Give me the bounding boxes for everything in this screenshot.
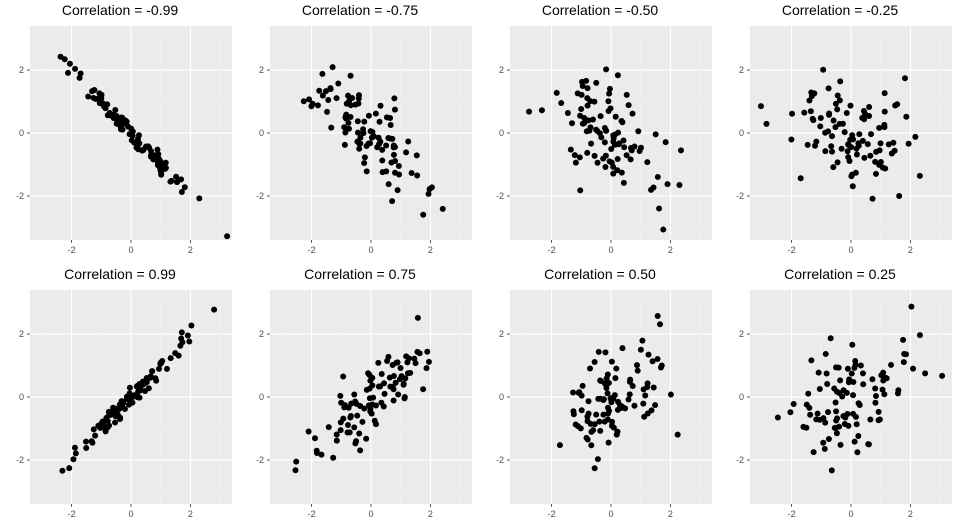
x-tick-label: 2: [908, 509, 913, 519]
y-tick-label: 0: [19, 128, 24, 138]
scatter-plot: -2 0 2 -2 0 2: [0, 264, 240, 528]
y-tick-label: -2: [736, 455, 744, 465]
x-tick-label: 2: [188, 509, 193, 519]
y-tick-label: 2: [19, 65, 24, 75]
scatter-panel: Correlation = -0.50-202-202: [480, 0, 720, 264]
y-tick-label: 2: [739, 329, 744, 339]
scatter-panel: Correlation = -0.75-202-202: [240, 0, 480, 264]
x-tick-label: 0: [128, 245, 133, 255]
y-tick-label: 2: [19, 329, 24, 339]
y-tick-label: 0: [19, 392, 24, 402]
scatter-plot: -2 0 2 -2 0 2: [240, 264, 480, 528]
scatter-plot: -2 0 2 -2 0 2: [480, 264, 720, 528]
x-tick-label: 2: [428, 245, 433, 255]
scatter-plot: -2 0 2 -2 0 2: [0, 0, 240, 264]
x-tick-label: 0: [848, 245, 853, 255]
x-tick-label: -2: [68, 509, 76, 519]
x-tick-label: 0: [848, 509, 853, 519]
x-tick-label: 0: [368, 509, 373, 519]
correlation-scatter-grid: Correlation = -0.99-202-202Correlation =…: [0, 0, 960, 528]
scatter-panel: Correlation = 0.99-202-202: [0, 264, 240, 528]
scatter-panel: Correlation = 0.75-202-202: [240, 264, 480, 528]
x-tick-label: 2: [428, 509, 433, 519]
y-tick-label: -2: [496, 191, 504, 201]
scatter-plot: -2 0 2 -2 0 2: [240, 0, 480, 264]
y-tick-label: 0: [739, 128, 744, 138]
x-tick-label: 0: [608, 245, 613, 255]
y-tick-label: -2: [16, 455, 24, 465]
scatter-panel: Correlation = 0.50-202-202: [480, 264, 720, 528]
y-tick-label: 2: [739, 65, 744, 75]
x-tick-label: -2: [548, 245, 556, 255]
scatter-panel: Correlation = -0.25-202-202: [720, 0, 960, 264]
scatter-panel: Correlation = -0.99-202-202: [0, 0, 240, 264]
x-tick-label: -2: [68, 245, 76, 255]
y-tick-label: -2: [496, 455, 504, 465]
y-tick-label: 0: [739, 392, 744, 402]
x-tick-label: -2: [548, 509, 556, 519]
x-tick-label: 2: [668, 245, 673, 255]
x-tick-label: 0: [128, 509, 133, 519]
y-tick-label: 0: [499, 392, 504, 402]
y-tick-label: 2: [259, 329, 264, 339]
scatter-panel: Correlation = 0.25-202-202: [720, 264, 960, 528]
x-tick-label: -2: [308, 245, 316, 255]
scatter-plot: -2 0 2 -2 0 2: [720, 0, 960, 264]
y-tick-label: 0: [259, 392, 264, 402]
x-tick-label: -2: [788, 509, 796, 519]
y-tick-label: -2: [736, 191, 744, 201]
scatter-plot: -2 0 2 -2 0 2: [480, 0, 720, 264]
x-tick-label: 2: [668, 509, 673, 519]
x-tick-label: 0: [368, 245, 373, 255]
x-tick-label: 2: [188, 245, 193, 255]
scatter-plot: -2 0 2 -2 0 2: [720, 264, 960, 528]
y-tick-label: 0: [499, 128, 504, 138]
y-tick-label: 2: [499, 329, 504, 339]
y-tick-label: 2: [499, 65, 504, 75]
y-tick-label: 0: [259, 128, 264, 138]
x-tick-label: 2: [908, 245, 913, 255]
x-tick-label: 0: [608, 509, 613, 519]
y-tick-label: -2: [256, 455, 264, 465]
x-tick-label: -2: [308, 509, 316, 519]
x-tick-label: -2: [788, 245, 796, 255]
y-tick-label: -2: [16, 191, 24, 201]
y-tick-label: 2: [259, 65, 264, 75]
y-tick-label: -2: [256, 191, 264, 201]
